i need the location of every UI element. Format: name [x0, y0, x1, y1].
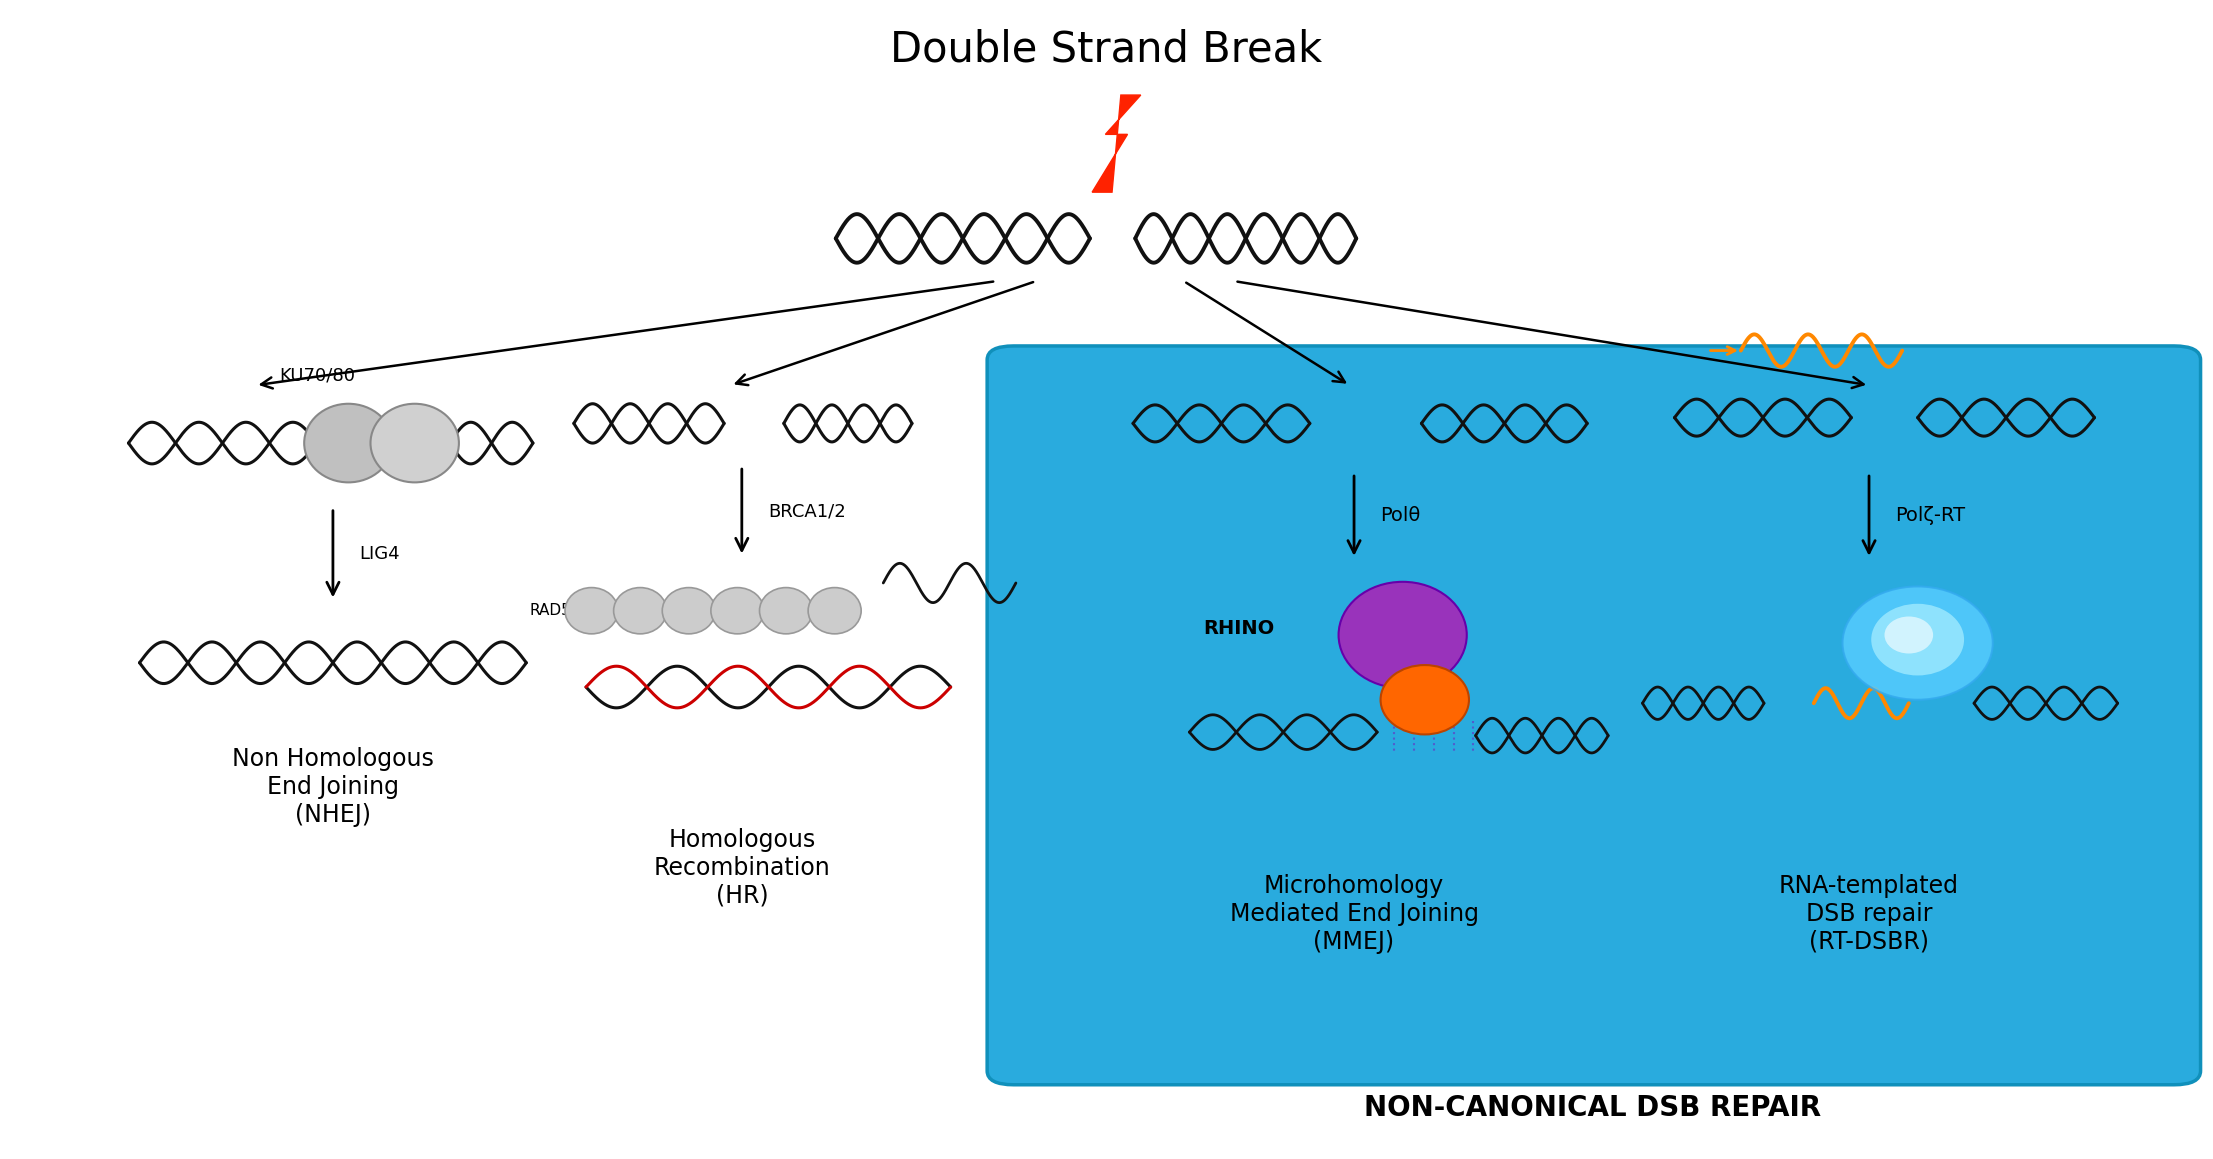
Text: Polζ-RT: Polζ-RT — [1897, 506, 1965, 525]
Text: Double Strand Break: Double Strand Break — [890, 29, 1323, 71]
Ellipse shape — [303, 403, 392, 482]
Text: RAD51: RAD51 — [529, 603, 580, 618]
Text: Polθ: Polθ — [1381, 506, 1421, 525]
Text: Microhomology
Mediated End Joining
(MMEJ): Microhomology Mediated End Joining (MMEJ… — [1230, 874, 1478, 954]
Ellipse shape — [1885, 617, 1934, 654]
Ellipse shape — [759, 588, 812, 634]
FancyBboxPatch shape — [987, 345, 2200, 1085]
Ellipse shape — [710, 588, 763, 634]
Ellipse shape — [808, 588, 861, 634]
Ellipse shape — [1381, 665, 1469, 735]
Ellipse shape — [662, 588, 715, 634]
Text: NON-CANONICAL DSB REPAIR: NON-CANONICAL DSB REPAIR — [1363, 1094, 1821, 1122]
Text: KU70/80: KU70/80 — [279, 366, 356, 384]
Ellipse shape — [1872, 604, 1965, 676]
Text: LIG4: LIG4 — [359, 545, 401, 563]
Text: Homologous
Recombination
(HR): Homologous Recombination (HR) — [653, 828, 830, 907]
Text: RHINO: RHINO — [1204, 619, 1275, 637]
Ellipse shape — [564, 588, 617, 634]
Ellipse shape — [1843, 586, 1992, 700]
Ellipse shape — [613, 588, 666, 634]
Polygon shape — [1093, 95, 1140, 192]
Text: Non Homologous
End Joining
(NHEJ): Non Homologous End Joining (NHEJ) — [232, 748, 434, 826]
Text: BRCA1/2: BRCA1/2 — [768, 502, 845, 520]
Ellipse shape — [370, 403, 458, 482]
Text: RNA-templated
DSB repair
(RT-DSBR): RNA-templated DSB repair (RT-DSBR) — [1779, 874, 1959, 954]
Ellipse shape — [1339, 582, 1467, 688]
